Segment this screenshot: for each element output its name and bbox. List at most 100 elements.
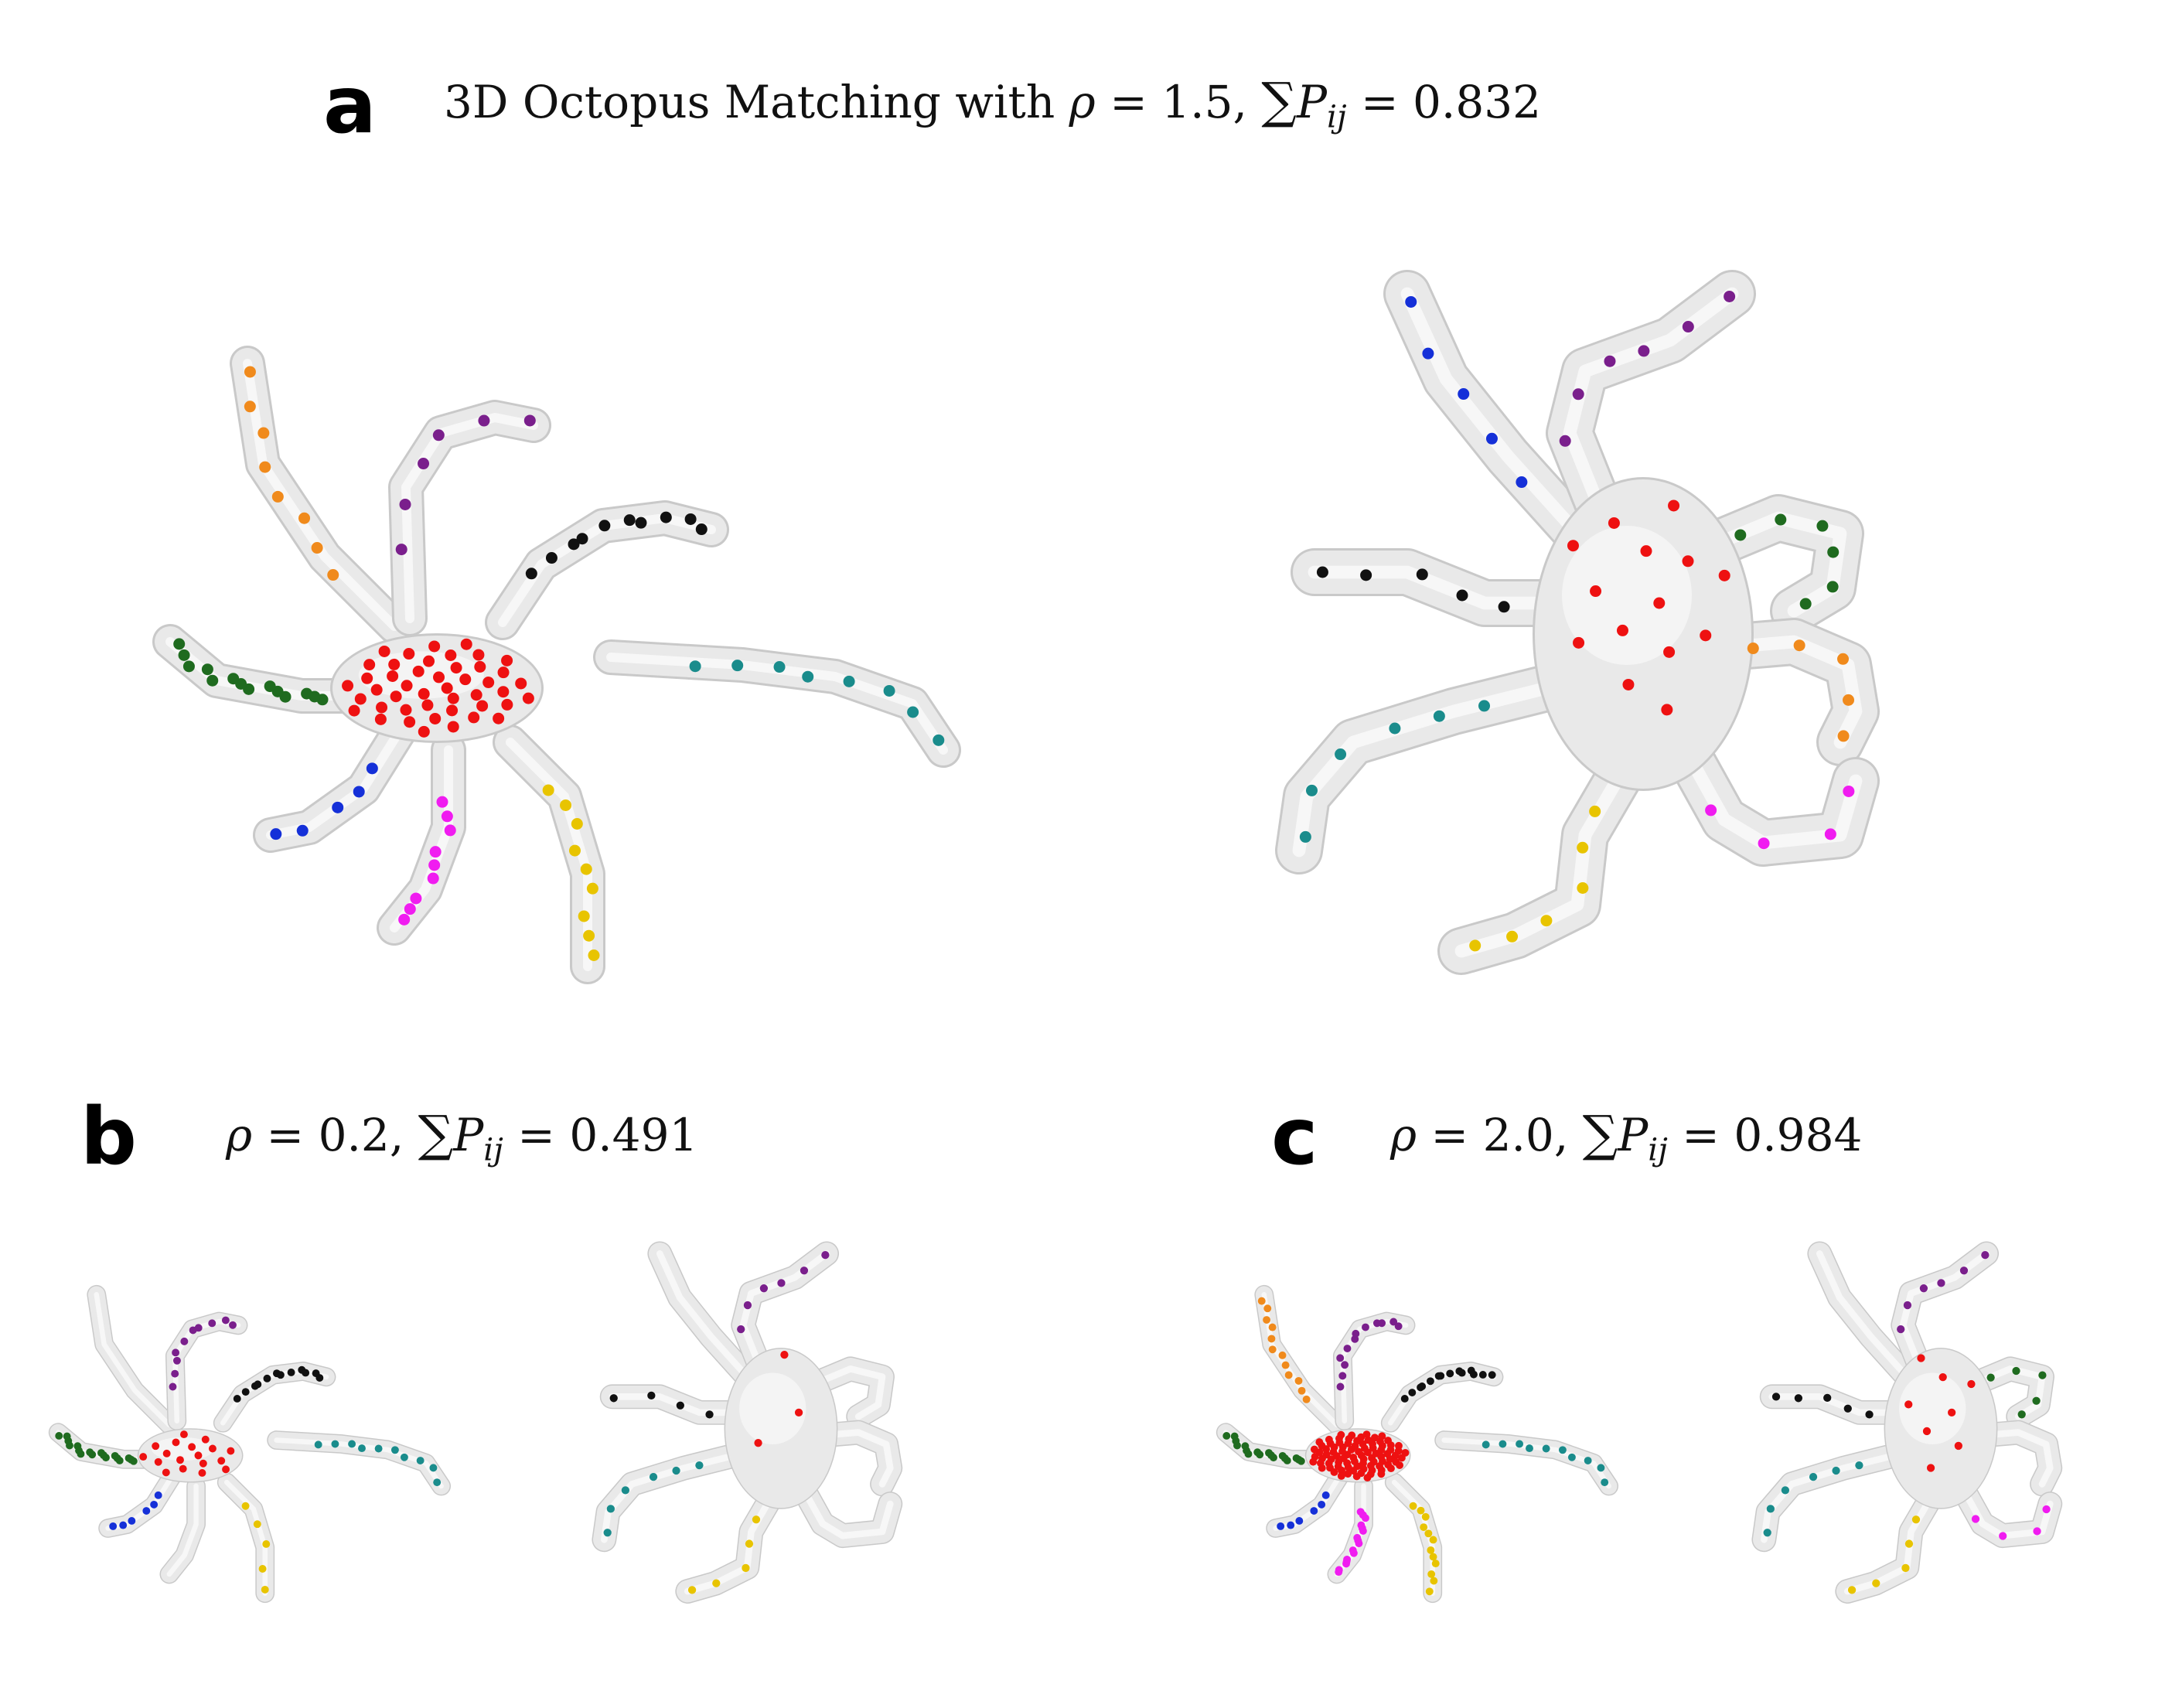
octo-c-left-magenta-point bbox=[1355, 1539, 1363, 1548]
octo-c-right-teal-point bbox=[1855, 1461, 1863, 1470]
octo-c-right-black-point bbox=[1771, 1393, 1781, 1401]
octo-b-left-blue-point bbox=[142, 1507, 151, 1515]
octo-c-left-red-point bbox=[1315, 1438, 1324, 1447]
octo-b-left-green-point bbox=[63, 1432, 71, 1440]
octo-a-left-red-point bbox=[354, 693, 367, 705]
octo-a-left-magenta-point bbox=[436, 796, 448, 808]
octo-b-left-purple-point bbox=[172, 1356, 181, 1365]
octo-b-left-purple-point bbox=[171, 1369, 179, 1378]
octo-b-left-red-point bbox=[222, 1465, 230, 1474]
octo-c-left-red-point bbox=[1352, 1472, 1361, 1481]
octo-b-left-teal-point bbox=[433, 1478, 442, 1487]
octo-c-right-red-point bbox=[1954, 1441, 1962, 1451]
octo-c-left-blue-point bbox=[1277, 1522, 1285, 1530]
octo-a-left-yellow-point bbox=[542, 784, 554, 796]
octo-c-left-black-point bbox=[1437, 1372, 1445, 1380]
octo-b-right-yellow-point bbox=[752, 1515, 761, 1524]
octo-a-left-red-point bbox=[370, 684, 383, 696]
octo-a-left-red-point bbox=[363, 659, 376, 671]
octo-c-right-yellow-point bbox=[1847, 1586, 1857, 1594]
octo-b-left-green-point bbox=[97, 1449, 105, 1457]
octo-a-right-blue-point bbox=[1485, 432, 1498, 445]
octo-a-left-red-point bbox=[472, 649, 485, 661]
octo-c-left-purple-point bbox=[1341, 1361, 1349, 1369]
octo-a-right-arm-green-highlight bbox=[1679, 511, 1847, 618]
octo-a-left-red-point bbox=[468, 711, 480, 724]
octo-b-left-red-point bbox=[152, 1442, 160, 1451]
octo-b-left-teal-point bbox=[400, 1453, 408, 1461]
octo-c-left-red-point bbox=[1338, 1466, 1345, 1474]
octo-a-left-magenta-point bbox=[427, 872, 439, 885]
octo-b-right-teal-point bbox=[606, 1505, 615, 1513]
octo-c-left-orange-point bbox=[1294, 1376, 1303, 1385]
octo-a-left-red-point bbox=[497, 666, 510, 679]
octo-a-left-red-point bbox=[450, 662, 462, 674]
octo-a-right-blue-point bbox=[1405, 295, 1417, 308]
octo-a-right-teal-point bbox=[1335, 748, 1347, 761]
ij-subscript: ij bbox=[1648, 1130, 1668, 1168]
octo-a-left-green-point bbox=[173, 638, 186, 650]
octo-a-left-teal-point bbox=[883, 684, 895, 697]
octo-a-left-black-point bbox=[598, 520, 611, 532]
octo-a-right-body bbox=[1533, 477, 1754, 791]
octo-b-right-arm-teal-highlight bbox=[601, 1448, 751, 1543]
octo-b-right-purple-point bbox=[737, 1324, 745, 1334]
octo-c-left-black-point bbox=[1418, 1382, 1427, 1390]
octo-a-left-yellow-point bbox=[571, 817, 583, 830]
octo-a-left-red-point bbox=[428, 640, 441, 653]
octo-a-left-red-point bbox=[418, 725, 430, 738]
octo-a-left-red-point bbox=[497, 686, 510, 698]
octo-c-left-teal-point bbox=[1567, 1453, 1576, 1461]
octo-c-left-teal-point bbox=[1584, 1457, 1592, 1464]
panel-b-label: b bbox=[80, 1091, 138, 1183]
octo-b-right-black-point bbox=[676, 1401, 684, 1410]
octo-c-right-green-point bbox=[2012, 1366, 2020, 1376]
octo-a-left-orange-point bbox=[298, 512, 311, 524]
octo-a-right-black-point bbox=[1416, 568, 1428, 581]
octo-a-right-orange-point bbox=[1837, 653, 1850, 665]
octo-a-left-red-point bbox=[348, 704, 360, 717]
octo-c-left-yellow-point bbox=[1417, 1506, 1425, 1515]
octo-b-left-purple-point bbox=[221, 1316, 230, 1324]
octo-c-left-green-point bbox=[1230, 1432, 1239, 1440]
octo-b-right-black-point bbox=[647, 1391, 656, 1399]
octo-a-left-red-point bbox=[446, 704, 459, 717]
panel-b-title: ρ = 0.2, ∑Pij = 0.491 bbox=[226, 1110, 697, 1165]
octo-b-left-blue-point bbox=[109, 1522, 118, 1530]
octo-c-left-orange-point bbox=[1257, 1297, 1266, 1305]
octo-c-left-orange-point bbox=[1281, 1361, 1290, 1369]
octo-a-right-magenta-point bbox=[1824, 828, 1836, 840]
octo-a-left-red-point bbox=[423, 655, 435, 667]
octopus-group bbox=[1751, 1241, 2063, 1604]
octo-c-left-magenta-point bbox=[1359, 1527, 1367, 1535]
octo-c-left-orange-point bbox=[1297, 1386, 1306, 1395]
octo-b-left-teal-point bbox=[314, 1440, 322, 1449]
panel-c-title: ρ = 2.0, ∑Pij = 0.984 bbox=[1390, 1110, 1862, 1165]
octopus-c-target bbox=[1751, 1241, 2063, 1604]
octo-c-left-orange-point bbox=[1263, 1304, 1272, 1313]
octo-a-left-red-point bbox=[421, 699, 434, 711]
octo-a-left-black-point bbox=[623, 514, 636, 527]
octo-b-left-teal-point bbox=[429, 1464, 438, 1472]
octo-c-right-magenta-point bbox=[1999, 1532, 2007, 1540]
octo-c-right-black-point bbox=[1865, 1410, 1874, 1419]
octo-c-right-red-point bbox=[1904, 1400, 1913, 1409]
octo-a-left-orange-point bbox=[244, 366, 256, 378]
octo-c-left-red-point bbox=[1325, 1435, 1333, 1444]
octo-a-right-red-point bbox=[1682, 555, 1694, 568]
octo-a-left-blue-point bbox=[353, 786, 365, 798]
octo-a-right-red-point bbox=[1700, 629, 1712, 642]
octo-a-right-green-point bbox=[1816, 520, 1829, 532]
octo-a-right-black-point bbox=[1498, 601, 1510, 613]
octo-a-left-red-point bbox=[459, 673, 472, 686]
octo-a-left-orange-point bbox=[244, 401, 256, 413]
octo-c-left-yellow-point bbox=[1431, 1560, 1440, 1568]
octo-c-left-red-point bbox=[1348, 1431, 1356, 1440]
octo-b-left-black-point bbox=[315, 1374, 324, 1382]
octo-a-left-green-point bbox=[178, 649, 190, 661]
octo-a-right-body-shine bbox=[1562, 526, 1692, 665]
octo-c-right-magenta-point bbox=[2033, 1527, 2041, 1536]
octo-b-right-teal-point bbox=[649, 1472, 658, 1481]
octo-a-left-red-point bbox=[447, 692, 459, 704]
octo-b-right-arm-blue-highlight bbox=[656, 1250, 751, 1380]
